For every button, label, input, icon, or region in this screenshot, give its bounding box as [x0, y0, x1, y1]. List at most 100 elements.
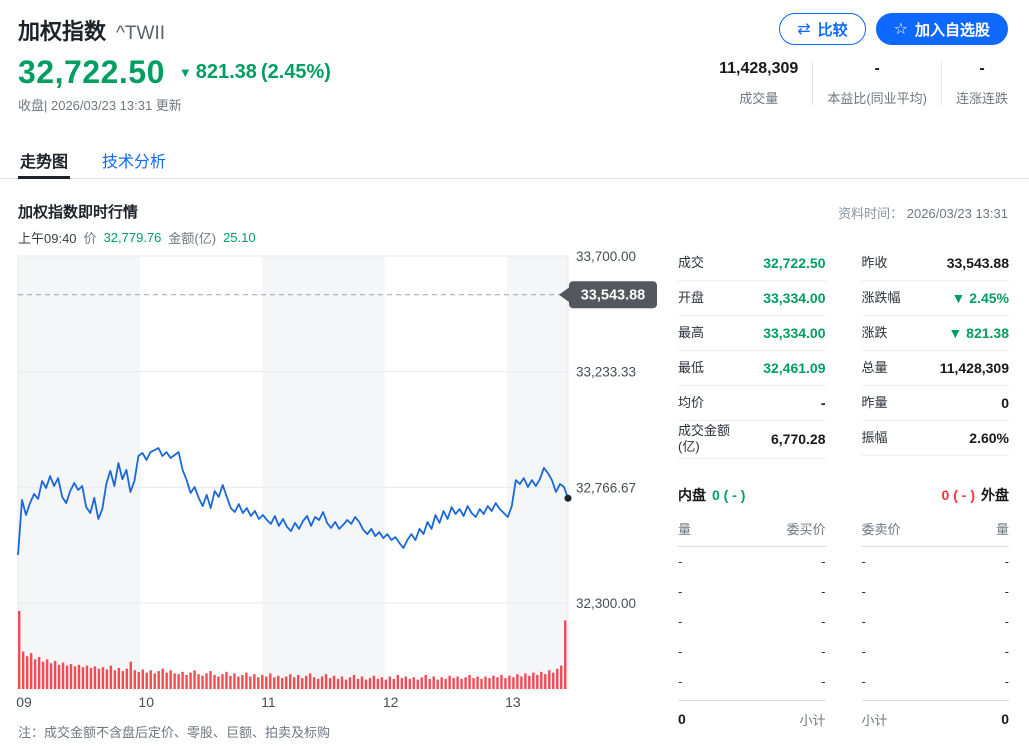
volume-bar: [320, 676, 324, 689]
volume-bar: [113, 670, 117, 689]
volume-bar: [412, 677, 415, 689]
section-title: 加权指数即时行情: [18, 204, 139, 221]
add-watchlist-button[interactable]: ☆ 加入自选股: [875, 13, 1008, 45]
volume-bar: [452, 678, 455, 689]
orderbook-tables: 量 委买价 ---------- 0 小计 委卖价 量 ---------- 小…: [678, 513, 1009, 729]
volume-bar: [436, 679, 439, 689]
volume-bar: [420, 677, 423, 689]
volume-bar: [328, 678, 332, 689]
prev-close-badge: [569, 281, 657, 309]
price-row: 32,722.50 ▼ 821.38 (2.45%): [18, 54, 331, 91]
volume-bar: [472, 678, 475, 689]
volume-bar: [304, 675, 308, 689]
volume-bar: [237, 676, 240, 689]
inner-outer-header: 内盘 0 ( - ) 0 ( - ) 外盘: [678, 485, 1009, 505]
volume-bar: [225, 671, 228, 689]
quote-label: 总量: [861, 359, 888, 375]
volume-bar: [165, 672, 168, 689]
volume-bar: [364, 679, 368, 689]
volume-bar: [348, 677, 352, 689]
orderbook-row: --: [862, 547, 1010, 577]
outer-lot-label: 外盘: [981, 486, 1009, 503]
quote-label: 成交金额(亿): [678, 423, 731, 455]
orderbook-cell: -: [821, 554, 826, 569]
volume-bar: [444, 678, 447, 689]
stat-volume-value: 11,428,309: [719, 60, 799, 77]
tab-technical-analysis[interactable]: 技术分析: [102, 154, 167, 171]
orderbook-cell: -: [1004, 614, 1009, 629]
quote-label: 昨量: [861, 394, 888, 410]
volume-bar: [145, 672, 148, 689]
volume-bar: [336, 678, 340, 689]
data-timestamp: 资料时间： 2026/03/23 13:31: [838, 203, 1008, 222]
orderbook-cell: -: [678, 584, 683, 599]
orderbook-cell: -: [821, 614, 826, 629]
volume-bar: [201, 675, 204, 689]
quote-label: 涨跌: [861, 324, 888, 340]
volume-bar: [85, 665, 89, 689]
orderbook-row: --: [678, 547, 826, 577]
volume-bar: [41, 661, 45, 689]
readout-price: 32,779.76: [103, 230, 162, 245]
volume-bar: [49, 663, 53, 689]
quote-grid: 成交 32,722.50 开盘 33,334.00 最高 33,334.00 最低 32,46…: [678, 246, 1009, 459]
quote-column-left: 成交 32,722.50 开盘 33,334.00 最高 33,334.00 最低 32,46…: [678, 246, 826, 459]
intraday-chart[interactable]: 33,700.00 33,233.33 32,766.67 32,300.00 33,5…: [8, 249, 668, 720]
orderbook-cell: -: [861, 644, 866, 659]
quote-row: 涨跌幅 ▼ 2.45%: [861, 281, 1009, 316]
stat-pe-value: -: [874, 60, 880, 77]
quote-value: 32,722.50: [763, 255, 826, 271]
last-price: 32,722.50: [18, 54, 165, 90]
down-arrow-icon: ▼: [178, 65, 192, 80]
volume-bar: [217, 676, 220, 689]
volume-bar: [340, 676, 344, 689]
compare-button[interactable]: ⇄ 比较: [779, 13, 866, 45]
quote-value: 2.60%: [969, 430, 1009, 446]
volume-bar: [157, 671, 160, 689]
bid-rows: ----------: [678, 547, 826, 697]
volume-bar: [464, 677, 467, 689]
volume-bar: [261, 674, 264, 689]
volume-bar: [480, 678, 483, 689]
inner-lot-label: 内盘: [678, 486, 706, 503]
tab-trend-chart[interactable]: 走势图: [18, 142, 71, 179]
quote-value: ▼ 821.38: [948, 325, 1009, 341]
volume-bar: [233, 673, 236, 689]
orderbook-cell: -: [821, 644, 826, 659]
volume-bar: [448, 675, 451, 689]
title-row: 加权指数 ^TWII: [18, 14, 165, 46]
volume-bar: [109, 665, 113, 689]
orderbook-cell: -: [821, 584, 826, 599]
volume-bar: [512, 677, 515, 689]
chart-svg[interactable]: 33,700.00 33,233.33 32,766.67 32,300.00 33,5…: [8, 249, 668, 720]
volume-bar: [209, 671, 212, 689]
orderbook-row: --: [862, 577, 1010, 607]
volume-bar: [432, 676, 435, 689]
quote-row: 总量 11,428,309: [861, 351, 1009, 386]
volume-bar: [504, 678, 507, 689]
volume-bar: [564, 620, 567, 689]
volume-bar: [277, 675, 280, 689]
volume-bar: [300, 678, 304, 689]
ask-subtotal-value: 0: [1001, 711, 1009, 727]
ask-price-header: 委卖价: [861, 521, 901, 537]
volume-bar: [352, 674, 356, 689]
stat-volume-label: 成交量: [739, 91, 779, 106]
orderbook-cell: -: [1004, 584, 1009, 599]
ask-table: 委卖价 量 ---------- 小计 0: [861, 513, 1010, 729]
bid-subtotal-label: 小计: [799, 712, 826, 728]
market-status: 收盘| 2026/03/23 13:31 更新: [18, 98, 182, 113]
volume-bar: [129, 661, 132, 689]
volume-bar: [185, 674, 188, 689]
outer-lot-value: 0 ( - ): [941, 486, 975, 503]
volume-bar: [388, 676, 392, 689]
ask-footer: 小计 0: [861, 699, 1009, 729]
volume-bar: [189, 672, 192, 689]
volume-bar: [125, 668, 129, 689]
volume-bar: [492, 675, 495, 689]
orderbook-row: --: [678, 577, 826, 607]
quote-label: 振幅: [861, 429, 888, 445]
volume-bar: [332, 675, 336, 689]
bid-table-header: 量 委买价: [678, 513, 826, 547]
